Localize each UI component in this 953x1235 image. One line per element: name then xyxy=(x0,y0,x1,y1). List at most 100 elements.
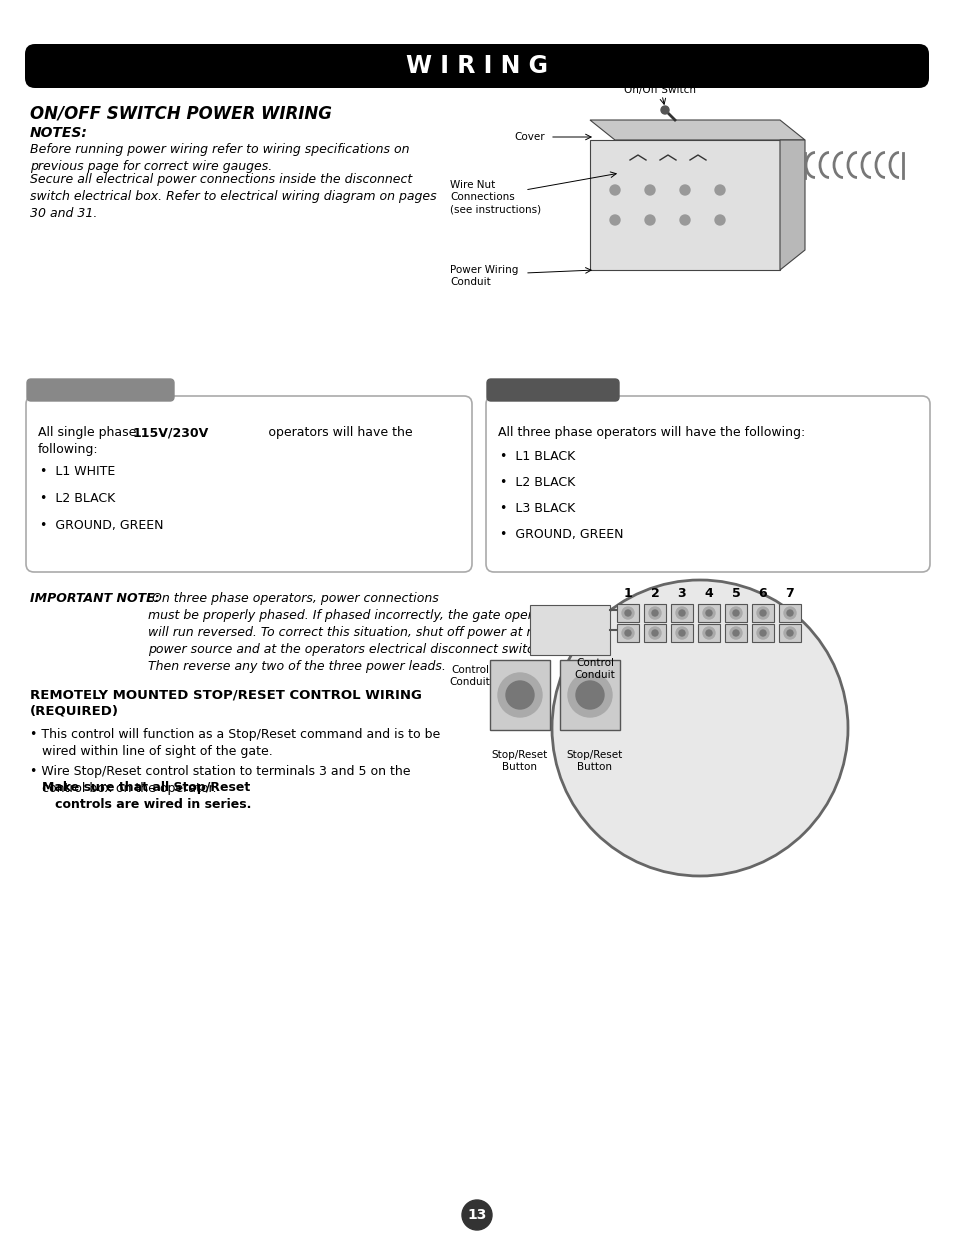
Bar xyxy=(779,624,801,642)
Text: •  GROUND, GREEN: • GROUND, GREEN xyxy=(499,529,623,541)
Text: W I R I N G: W I R I N G xyxy=(406,54,547,78)
Circle shape xyxy=(621,627,634,638)
Text: ON/OFF SWITCH POWER WIRING: ON/OFF SWITCH POWER WIRING xyxy=(30,105,332,124)
Bar xyxy=(617,604,639,622)
Circle shape xyxy=(732,610,739,616)
Circle shape xyxy=(576,680,603,709)
Text: •  L1 BLACK: • L1 BLACK xyxy=(499,450,575,463)
Circle shape xyxy=(729,606,741,619)
Text: •  L3 BLACK: • L3 BLACK xyxy=(499,501,575,515)
Circle shape xyxy=(497,673,541,718)
Bar xyxy=(530,605,609,655)
Circle shape xyxy=(609,185,619,195)
Bar xyxy=(617,624,639,642)
Text: 115V/230V: 115V/230V xyxy=(132,426,209,438)
Circle shape xyxy=(621,606,634,619)
Text: 6: 6 xyxy=(758,587,766,600)
Text: •  GROUND, GREEN: • GROUND, GREEN xyxy=(40,519,163,532)
Bar xyxy=(670,624,692,642)
Bar xyxy=(724,604,746,622)
Circle shape xyxy=(786,630,792,636)
Text: On three phase operators, power connections
must be properly phased. If phased i: On three phase operators, power connecti… xyxy=(148,592,558,673)
Circle shape xyxy=(676,627,687,638)
Circle shape xyxy=(651,630,658,636)
Circle shape xyxy=(660,106,668,114)
FancyBboxPatch shape xyxy=(25,44,928,88)
Bar xyxy=(724,624,746,642)
Text: 13: 13 xyxy=(467,1208,486,1221)
Bar xyxy=(643,604,665,622)
Text: SINGLE PHASE: SINGLE PHASE xyxy=(36,404,132,416)
Circle shape xyxy=(714,215,724,225)
Bar xyxy=(751,624,773,642)
Text: All single phase                                 operators will have the
followi: All single phase operators will have the… xyxy=(38,426,413,456)
Polygon shape xyxy=(589,140,780,270)
Circle shape xyxy=(760,630,765,636)
FancyBboxPatch shape xyxy=(26,396,472,572)
Bar xyxy=(559,659,619,730)
Text: IMPORTANT NOTE:: IMPORTANT NOTE: xyxy=(30,592,159,605)
Text: 1: 1 xyxy=(623,587,632,600)
Circle shape xyxy=(757,606,768,619)
Circle shape xyxy=(648,627,660,638)
Circle shape xyxy=(679,185,689,195)
Bar xyxy=(698,624,720,642)
Circle shape xyxy=(461,1200,492,1230)
Text: Stop/Reset
Button: Stop/Reset Button xyxy=(492,750,548,772)
Circle shape xyxy=(644,185,655,195)
Circle shape xyxy=(679,630,684,636)
Bar xyxy=(698,604,720,622)
Circle shape xyxy=(624,610,630,616)
Text: •  L1 WHITE: • L1 WHITE xyxy=(40,466,115,478)
Bar xyxy=(490,659,550,730)
Circle shape xyxy=(679,610,684,616)
Polygon shape xyxy=(780,140,804,270)
Text: NOTES:: NOTES: xyxy=(30,126,88,140)
Text: • This control will function as a Stop/Reset command and is to be
   wired withi: • This control will function as a Stop/R… xyxy=(30,727,439,758)
Circle shape xyxy=(679,215,689,225)
Circle shape xyxy=(783,627,795,638)
Circle shape xyxy=(783,606,795,619)
Circle shape xyxy=(624,630,630,636)
Text: Power Wiring
Conduit: Power Wiring Conduit xyxy=(450,266,517,288)
Circle shape xyxy=(648,606,660,619)
Circle shape xyxy=(705,630,711,636)
FancyBboxPatch shape xyxy=(27,379,173,401)
Text: 4: 4 xyxy=(704,587,713,600)
FancyBboxPatch shape xyxy=(485,396,929,572)
Text: 3: 3 xyxy=(677,587,685,600)
Text: •  L2 BLACK: • L2 BLACK xyxy=(40,492,115,505)
Circle shape xyxy=(644,215,655,225)
Circle shape xyxy=(552,580,847,876)
Text: • Wire Stop/Reset control station to terminals 3 and 5 on the
   control box on : • Wire Stop/Reset control station to ter… xyxy=(30,764,410,795)
Text: Control
Conduit: Control Conduit xyxy=(449,664,490,688)
Text: (REQUIRED): (REQUIRED) xyxy=(30,705,119,718)
Circle shape xyxy=(760,610,765,616)
Text: Secure all electrical power connections inside the disconnect
switch electrical : Secure all electrical power connections … xyxy=(30,173,436,220)
Text: Before running power wiring refer to wiring specifications on
previous page for : Before running power wiring refer to wir… xyxy=(30,143,409,173)
Bar xyxy=(751,604,773,622)
Bar xyxy=(643,624,665,642)
Circle shape xyxy=(505,680,534,709)
Circle shape xyxy=(609,215,619,225)
Text: THREE PHASE: THREE PHASE xyxy=(496,404,587,416)
Text: •  L2 BLACK: • L2 BLACK xyxy=(499,475,575,489)
Text: Make sure that all Stop/Reset
   controls are wired in series.: Make sure that all Stop/Reset controls a… xyxy=(42,781,251,811)
Circle shape xyxy=(757,627,768,638)
FancyBboxPatch shape xyxy=(486,379,618,401)
Circle shape xyxy=(732,630,739,636)
Circle shape xyxy=(567,673,612,718)
Circle shape xyxy=(676,606,687,619)
Text: Control
Conduit: Control Conduit xyxy=(574,658,615,680)
Text: Cover: Cover xyxy=(514,132,544,142)
Text: 7: 7 xyxy=(785,587,794,600)
Polygon shape xyxy=(589,120,804,140)
Circle shape xyxy=(786,610,792,616)
Circle shape xyxy=(705,610,711,616)
Text: 2: 2 xyxy=(650,587,659,600)
Circle shape xyxy=(702,627,714,638)
Bar xyxy=(779,604,801,622)
Circle shape xyxy=(729,627,741,638)
Circle shape xyxy=(651,610,658,616)
Text: Stop/Reset
Button: Stop/Reset Button xyxy=(566,750,622,772)
